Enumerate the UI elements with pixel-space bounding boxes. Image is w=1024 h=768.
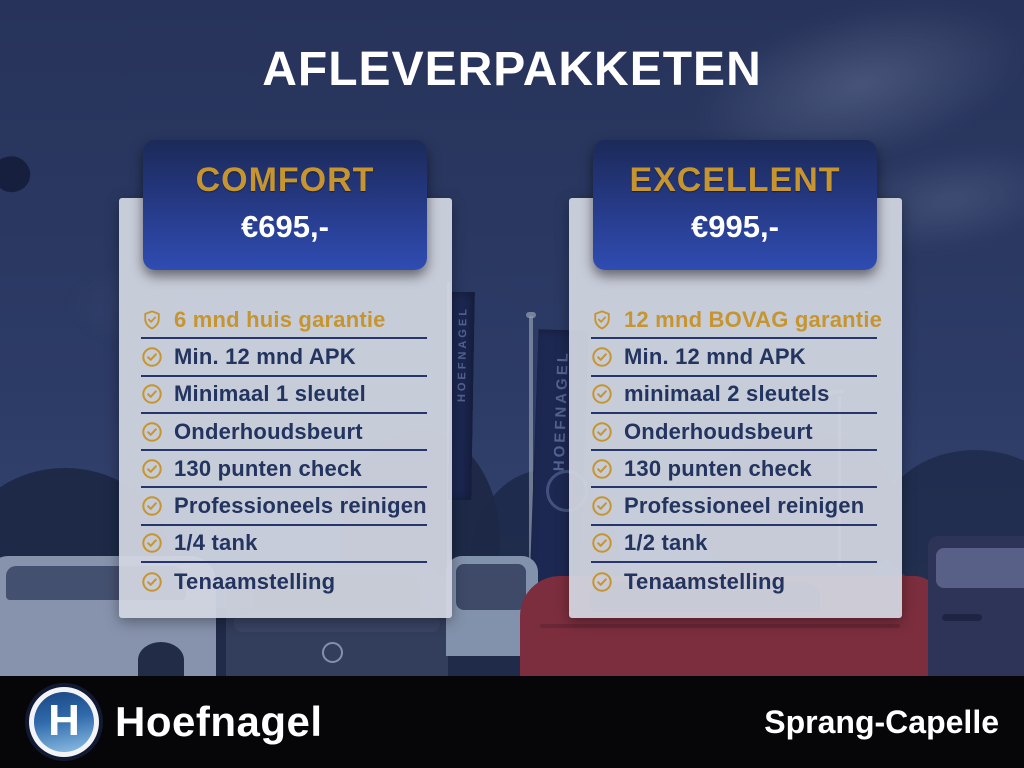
package-header-excellent: EXCELLENT €995,- (593, 140, 877, 270)
package-item: 1/4 tank (141, 526, 427, 564)
package-header-comfort: COMFORT €695,- (143, 140, 427, 270)
package-item: Onderhoudsbeurt (591, 414, 877, 452)
flag-pole (529, 316, 533, 646)
car-silhouette (928, 536, 1024, 678)
circle-check-icon (141, 383, 163, 405)
car-window (936, 548, 1024, 588)
package-item: Onderhoudsbeurt (141, 414, 427, 452)
package-item-label: Onderhoudsbeurt (624, 418, 813, 444)
circle-check-icon (591, 383, 613, 405)
car-hood-line (540, 624, 900, 628)
package-item-label: 6 mnd huis garantie (174, 306, 386, 332)
vw-emblem-icon (322, 642, 343, 663)
package-price: €995,- (691, 209, 779, 244)
car-door-handle (942, 614, 982, 621)
dealer-location: Sprang-Capelle (764, 703, 999, 740)
circle-check-icon (141, 458, 163, 480)
circle-check-icon (141, 346, 163, 368)
hoefnagel-logo-icon: H (25, 683, 103, 761)
package-item: Tenaamstelling (591, 563, 877, 600)
package-item: Tenaamstelling (141, 563, 427, 600)
street-lamp-icon (0, 151, 35, 197)
flag-pole-cap (526, 312, 536, 318)
circle-check-icon (591, 571, 613, 593)
shield-check-icon (591, 309, 613, 331)
package-item: minimaal 2 sleutels (591, 377, 877, 414)
package-item: Min. 12 mnd APK (141, 339, 427, 377)
package-item: Professioneel reinigen (591, 488, 877, 526)
shield-check-icon (141, 309, 163, 331)
circle-check-icon (591, 346, 613, 368)
circle-check-icon (141, 571, 163, 593)
car-hood (234, 614, 440, 632)
brand-name: Hoefnagel (115, 698, 323, 745)
package-item: Professioneels reinigen (141, 488, 427, 526)
package-item: 6 mnd huis garantie (141, 302, 427, 340)
package-item-label: Minimaal 1 sleutel (174, 381, 366, 407)
circle-check-icon (141, 495, 163, 517)
package-item-label: Professioneel reinigen (624, 493, 865, 519)
circle-check-icon (591, 421, 613, 443)
package-item-label: 130 punten check (624, 455, 812, 481)
package-item-list: 6 mnd huis garantie Min. 12 mnd APK Mini… (141, 302, 427, 600)
logo-letter: H (48, 696, 80, 745)
package-name: COMFORT (195, 161, 375, 199)
footer-bar: H Hoefnagel Sprang-Capelle (0, 676, 1024, 768)
package-name: EXCELLENT (629, 161, 841, 199)
package-item-label: Tenaamstelling (624, 568, 786, 594)
package-item-label: 130 punten check (174, 455, 362, 481)
circle-check-icon (591, 532, 613, 554)
car-window (456, 564, 526, 610)
package-item-label: minimaal 2 sleutels (624, 381, 830, 407)
package-item-label: 1/2 tank (624, 530, 708, 556)
package-item: Min. 12 mnd APK (591, 339, 877, 377)
package-item-label: Tenaamstelling (174, 568, 336, 594)
circle-check-icon (591, 495, 613, 517)
flag-text: HOEFNAGEL (455, 305, 470, 403)
circle-check-icon (141, 421, 163, 443)
package-item-list: 12 mnd BOVAG garantie Min. 12 mnd APK mi… (591, 302, 882, 600)
car-wheel (138, 642, 184, 678)
package-item: 130 punten check (591, 451, 877, 489)
package-item-label: Onderhoudsbeurt (174, 418, 363, 444)
package-item-label: 1/4 tank (174, 530, 258, 556)
package-item: Minimaal 1 sleutel (141, 377, 427, 414)
package-item-label: Min. 12 mnd APK (624, 343, 806, 369)
package-item-label: 12 mnd BOVAG garantie (624, 306, 883, 332)
package-item: 1/2 tank (591, 526, 877, 564)
package-item: 12 mnd BOVAG garantie (591, 302, 882, 340)
package-item-label: Min. 12 mnd APK (174, 343, 356, 369)
page-title: AFLEVERPAKKETEN (262, 43, 762, 96)
package-item-label: Professioneels reinigen (174, 493, 427, 519)
circle-check-icon (141, 532, 163, 554)
circle-check-icon (591, 458, 613, 480)
package-price: €695,- (241, 209, 329, 244)
package-item: 130 punten check (141, 451, 427, 489)
dealer-flag: HOEFNAGEL (448, 291, 475, 501)
